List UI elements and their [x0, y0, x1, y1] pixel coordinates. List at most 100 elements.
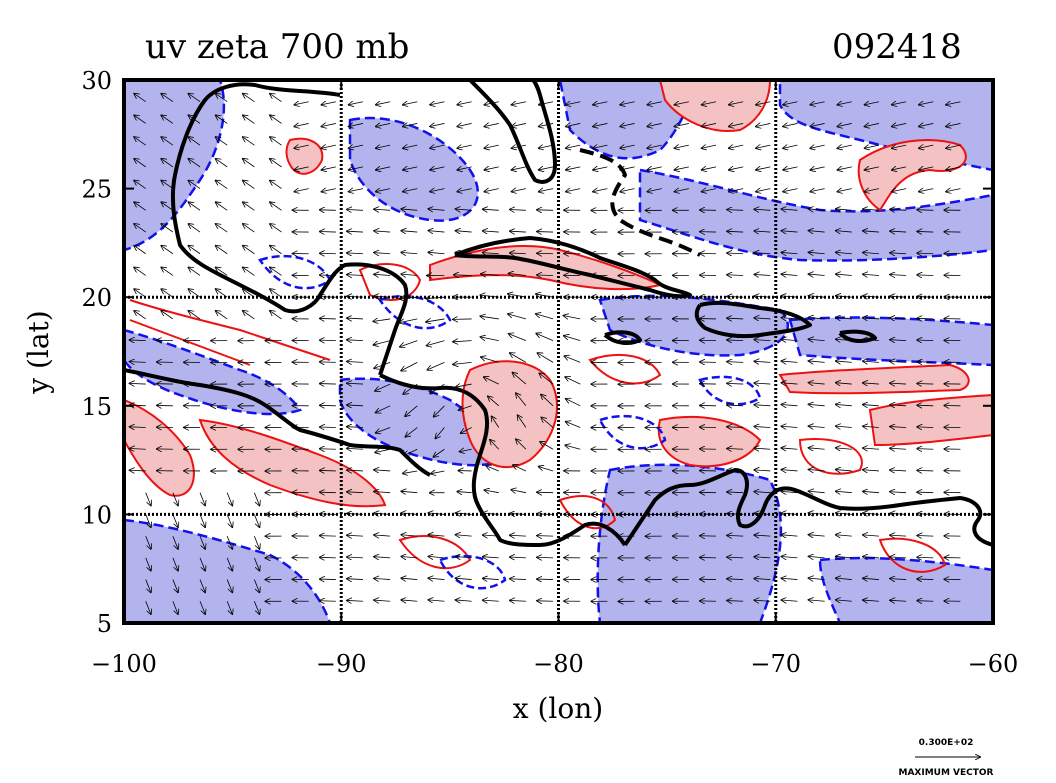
wind-vector: [946, 145, 961, 148]
wind-vector: [754, 361, 771, 362]
wind-vector: [456, 252, 472, 253]
wind-vector: [782, 361, 798, 362]
wind-vector: [836, 535, 852, 536]
wind-vector: [536, 314, 554, 320]
coastline-jamaica: [603, 330, 642, 345]
wind-vector: [892, 167, 907, 170]
wind-vector: [401, 362, 418, 370]
wind-vector: [620, 189, 635, 192]
wind-vector: [320, 579, 336, 580]
wind-vector: [754, 579, 771, 580]
wind-vector: [727, 492, 744, 493]
wind-vector: [243, 137, 255, 146]
wind-vector: [809, 252, 825, 253]
wind-vector: [729, 102, 744, 105]
wind-vector: [863, 383, 879, 384]
wind-vector: [483, 600, 499, 601]
wind-vector: [593, 145, 608, 148]
wind-vector: [863, 361, 879, 362]
wind-vector: [145, 601, 151, 614]
wind-vector: [189, 159, 201, 168]
wind-vector: [863, 209, 879, 210]
wind-vector: [539, 102, 554, 105]
wind-vector: [161, 137, 174, 146]
wind-vector: [347, 318, 363, 319]
wind-vector: [145, 514, 151, 527]
wind-vector: [512, 123, 526, 126]
wind-vector: [270, 94, 282, 103]
wind-vector: [320, 427, 336, 428]
wind-vector: [189, 289, 201, 298]
wind-vector: [199, 579, 205, 593]
wind-vector: [189, 311, 201, 320]
wind-vector: [756, 167, 771, 170]
wind-vector: [782, 318, 798, 319]
wind-vector: [809, 404, 825, 405]
wind-vector: [756, 145, 771, 148]
wind-vector: [675, 145, 689, 148]
wind-vector: [917, 536, 934, 537]
wind-vector: [457, 167, 472, 170]
positive-region-venezuela: [657, 415, 762, 468]
wind-vector: [810, 167, 825, 170]
wind-vector: [863, 578, 879, 579]
wind-vector: [863, 470, 879, 471]
wind-vector: [134, 115, 146, 124]
wind-vector: [457, 123, 472, 126]
wind-vector: [270, 115, 282, 124]
wind-vector: [727, 362, 744, 363]
wind-vector: [375, 449, 391, 452]
wind-vector: [675, 167, 689, 170]
wind-vector: [809, 556, 825, 557]
wind-vector: [782, 383, 798, 384]
wind-vector: [539, 167, 554, 170]
wind-vector: [430, 123, 445, 126]
wind-vector: [917, 318, 934, 319]
wind-vector: [373, 319, 391, 322]
wind-vector: [483, 253, 499, 254]
wind-vector: [836, 600, 852, 601]
wind-vector: [145, 557, 151, 571]
wind-vector: [134, 181, 146, 189]
y-tick-label: 10: [81, 501, 112, 529]
y-tick-label: 30: [81, 67, 112, 95]
wind-vector: [727, 427, 744, 428]
wind-vector: [270, 181, 282, 189]
wind-vector: [892, 189, 907, 192]
wind-vector: [782, 557, 798, 558]
wind-vector: [810, 123, 825, 126]
x-axis: −100 −90 −80 −70 −60: [91, 80, 1018, 678]
wind-vector: [647, 145, 662, 148]
red-contour: [398, 535, 472, 570]
wind-vector: [322, 167, 336, 170]
wind-vector: [401, 556, 418, 557]
wind-vector: [483, 209, 499, 210]
wind-vector: [512, 145, 526, 148]
wind-vector: [782, 426, 798, 427]
wind-vector: [754, 600, 771, 601]
wind-vector: [917, 427, 934, 428]
wind-vector: [485, 123, 499, 126]
wind-vector: [729, 145, 744, 148]
wind-vector: [782, 578, 798, 579]
wind-vector: [134, 159, 146, 168]
wind-vector: [890, 231, 907, 232]
wind-vector: [890, 579, 907, 580]
wind-vector: [809, 383, 825, 384]
wind-vector: [347, 557, 363, 558]
wind-vector: [946, 189, 961, 192]
wind-vector: [161, 267, 174, 276]
wind-vector: [836, 448, 852, 449]
wind-vector: [620, 123, 635, 126]
wind-vector: [727, 383, 744, 384]
wind-vector: [456, 231, 472, 232]
wind-vector: [782, 404, 798, 405]
wind-vector: [863, 557, 879, 558]
wind-vector: [946, 167, 961, 170]
wind-vector: [145, 535, 151, 549]
wind-vector: [890, 557, 907, 558]
wind-vector: [865, 167, 880, 170]
vector-legend-value: 0.300E+02: [919, 738, 974, 748]
wind-vector: [403, 383, 418, 394]
wind-vector: [172, 557, 178, 571]
